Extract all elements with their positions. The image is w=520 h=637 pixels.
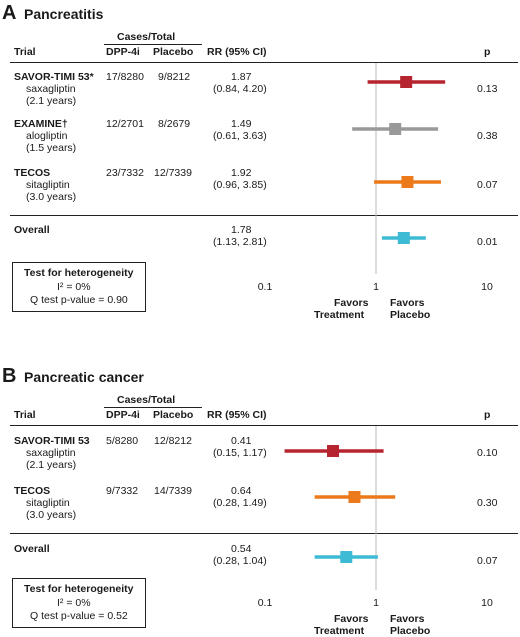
panel-a-row-2-trial: EXAMINE† (14, 118, 68, 130)
panel-a-favors-right-1: Favors (390, 297, 425, 309)
panel-a-row-1-trial: SAVOR-TIMI 53* (14, 71, 94, 83)
panel-a-dpp-header: DPP-4i (106, 46, 140, 58)
panel-a-row-3-placebo: 12/7339 (154, 167, 192, 179)
panel-b-row-2-drug: sitagliptin (26, 497, 70, 509)
panel-a-row-3-rr: 1.92 (231, 167, 252, 179)
panel-a-row-1-ci: (0.84, 4.20) (213, 83, 267, 95)
panel-a-row-1-duration: (2.1 years) (26, 95, 77, 107)
panel-a-row-2-rr: 1.49 (231, 118, 252, 130)
panel-b-title: Pancreatic cancer (24, 369, 144, 385)
panel-b-row-2-trial: TECOS (14, 485, 51, 497)
panel-a-title: Pancreatitis (24, 6, 104, 22)
panel-b-letter: B (2, 365, 17, 387)
panel-a-xtick-label-1: 0.1 (258, 281, 273, 293)
panel-a-row-3-duration: (3.0 years) (26, 191, 77, 203)
panel-b-overall-rule (10, 533, 518, 534)
panel-b-rr-header: RR (95% CI) (207, 409, 267, 421)
panel-a-row-2-dpp: 12/2701 (106, 118, 144, 130)
panel-b-row-1-dpp: 5/8280 (106, 435, 139, 447)
panel-a-p-header: p (484, 46, 491, 58)
panel-a-letter: A (2, 2, 17, 24)
panel-b-row-2-ci: (0.28, 1.49) (213, 497, 267, 509)
panel-a-row-2-duration: (1.5 years) (26, 142, 77, 154)
panel-a-row-1-placebo: 9/8212 (158, 71, 191, 83)
panel-b-row-1-trial: SAVOR-TIMI 53 (14, 435, 90, 447)
panel-a-het-title: Test for heterogeneity (24, 267, 134, 279)
panel-b-xtick-label-2: 1 (373, 597, 379, 609)
panel-b-overall-rr: 0.54 (231, 543, 252, 555)
panel-a-het-q: Q test p-value = 0.90 (30, 294, 128, 306)
panel-a-row-2-drug: alogliptin (26, 130, 68, 142)
panel-a-row-1-dpp: 17/8280 (106, 71, 144, 83)
panel-a-heterogeneity-box (12, 262, 146, 312)
panel-b-overall-p: 0.07 (477, 555, 498, 567)
panel-a-trial-header: Trial (14, 46, 36, 58)
panel-a-estimate-marker-savor-timi-53 (400, 76, 413, 88)
panel-b-cases-total-header: Cases/Total (117, 394, 176, 406)
panel-b-group-underline (104, 407, 202, 408)
panel-b-placebo-header: Placebo (153, 409, 194, 421)
panel-a-estimate-marker-examine (389, 123, 402, 135)
panel-b-xtick-label-1: 0.1 (258, 597, 273, 609)
panel-a-overall-rr: 1.78 (231, 224, 252, 236)
panel-b-heterogeneity-box (12, 578, 146, 628)
panel-b-row-2-p: 0.30 (477, 497, 498, 509)
panel-b-het-q: Q test p-value = 0.52 (30, 610, 128, 622)
panel-b-row-2-dpp: 9/7332 (106, 485, 139, 497)
panel-a-estimate-marker-overall (397, 232, 410, 244)
panel-a-row-2-ci: (0.61, 3.63) (213, 130, 267, 142)
panel-b-row-2-rr: 0.64 (231, 485, 252, 497)
panel-b-estimate-marker-overall (340, 551, 353, 563)
panel-a-favors-right-2: Placebo (390, 309, 431, 321)
panel-a-favors-left-2: Treatment (314, 309, 365, 321)
panel-b-overall-label: Overall (14, 543, 50, 555)
panel-b-estimate-marker-savor-timi-53 (327, 445, 340, 457)
panel-a-row-3-ci: (0.96, 3.85) (213, 179, 267, 191)
panel-b-xtick-label-3: 10 (481, 597, 493, 609)
panel-b-row-1-rr: 0.41 (231, 435, 252, 447)
panel-a-row-3-trial: TECOS (14, 167, 51, 179)
panel-b-header-rule (10, 425, 518, 426)
panel-a-cases-total-header: Cases/Total (117, 31, 176, 43)
panel-a-overall-label: Overall (14, 224, 50, 236)
panel-a-favors-left-1: Favors (334, 297, 369, 309)
panel-a-header-rule (10, 62, 518, 63)
panel-a-row-2-placebo: 8/2679 (158, 118, 191, 130)
panel-b-het-i2: I² = 0% (57, 597, 91, 609)
panel-a-xtick-label-2: 1 (373, 281, 379, 293)
panel-b-row-1-placebo: 12/8212 (154, 435, 192, 447)
panel-a-xtick-label-3: 10 (481, 281, 493, 293)
panel-a-row-1-rr: 1.87 (231, 71, 252, 83)
panel-b-dpp-header: DPP-4i (106, 409, 140, 421)
panel-a-row-3-dpp: 23/7332 (106, 167, 144, 179)
panel-a-overall-rule (10, 215, 518, 216)
panel-b-favors-right-1: Favors (390, 613, 425, 625)
panel-b-estimate-marker-tecos (348, 491, 361, 503)
panel-b-row-2-placebo: 14/7339 (154, 485, 192, 497)
panel-a-rr-header: RR (95% CI) (207, 46, 267, 58)
panel-a-estimate-marker-tecos (401, 176, 414, 188)
panel-b-row-2-duration: (3.0 years) (26, 509, 77, 521)
panel-a-overall-ci: (1.13, 2.81) (213, 236, 267, 248)
panel-a-group-underline (104, 44, 202, 45)
panel-b-overall-ci: (0.28, 1.04) (213, 555, 267, 567)
panel-a-placebo-header: Placebo (153, 46, 194, 58)
panel-b-trial-header: Trial (14, 409, 36, 421)
panel-a-row-3-p: 0.07 (477, 179, 498, 191)
panel-b-favors-left-1: Favors (334, 613, 369, 625)
panel-a-row-1-drug: saxagliptin (26, 83, 76, 95)
panel-b-het-title: Test for heterogeneity (24, 583, 134, 595)
panel-a-row-2-p: 0.38 (477, 130, 498, 142)
panel-a-overall-p: 0.01 (477, 236, 498, 248)
panel-a-row-3-drug: sitagliptin (26, 179, 70, 191)
panel-a-het-i2: I² = 0% (57, 281, 91, 293)
panel-b-row-1-duration: (2.1 years) (26, 459, 77, 471)
panel-b-p-header: p (484, 409, 491, 421)
panel-b-row-1-drug: saxagliptin (26, 447, 76, 459)
panel-a-row-1-p: 0.13 (477, 83, 498, 95)
panel-b-row-1-p: 0.10 (477, 447, 498, 459)
panel-b-row-1-ci: (0.15, 1.17) (213, 447, 267, 459)
